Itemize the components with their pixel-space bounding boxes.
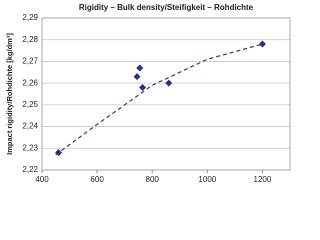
- x-tick-label: 600: [90, 175, 104, 184]
- chart-title: Rigidity – Bulk density/Steifigkeit – Ro…: [79, 3, 254, 12]
- plot-frame: [41, 17, 291, 171]
- data-point: [133, 73, 141, 81]
- x-tick-label: 800: [146, 175, 160, 184]
- x-tick-label: 400: [35, 175, 49, 184]
- trend-line: [55, 43, 263, 156]
- y-tick-label: 2,23: [22, 143, 38, 152]
- y-tick-label: 2,28: [22, 35, 38, 44]
- data-point: [55, 149, 63, 157]
- y-tick-label: 2,25: [22, 100, 38, 109]
- data-point: [139, 83, 147, 91]
- y-axis-label: Impact rigidity/Rohdichte [kg/dm³]: [5, 33, 14, 155]
- data-point: [136, 64, 144, 72]
- data-point: [165, 79, 173, 87]
- y-tick-label: 2,24: [22, 122, 38, 131]
- chart: Rigidity – Bulk density/Steifigkeit – Ro…: [5, 3, 291, 184]
- y-tick-label: 2,27: [22, 57, 38, 66]
- y-tick-label: 2,29: [22, 13, 38, 22]
- y-tick-label: 2,26: [22, 78, 38, 87]
- x-tick-label: 1200: [254, 175, 272, 184]
- x-tick-label: 1000: [198, 175, 216, 184]
- data-point: [258, 40, 266, 48]
- y-tick-label: 2,22: [22, 165, 38, 174]
